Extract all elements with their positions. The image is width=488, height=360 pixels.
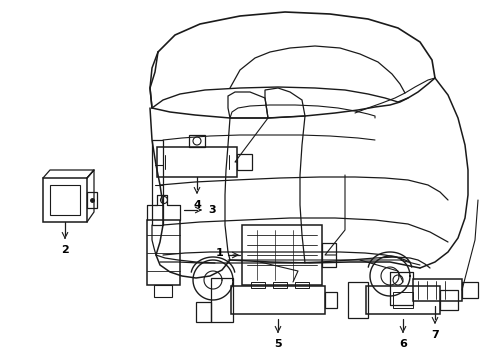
Text: 6: 6 xyxy=(398,339,406,349)
Text: 3: 3 xyxy=(208,205,215,215)
Text: 2: 2 xyxy=(61,245,69,255)
Text: 7: 7 xyxy=(430,330,438,340)
Text: 1: 1 xyxy=(216,248,224,258)
Text: 5: 5 xyxy=(274,339,281,349)
Text: 4: 4 xyxy=(193,200,201,210)
